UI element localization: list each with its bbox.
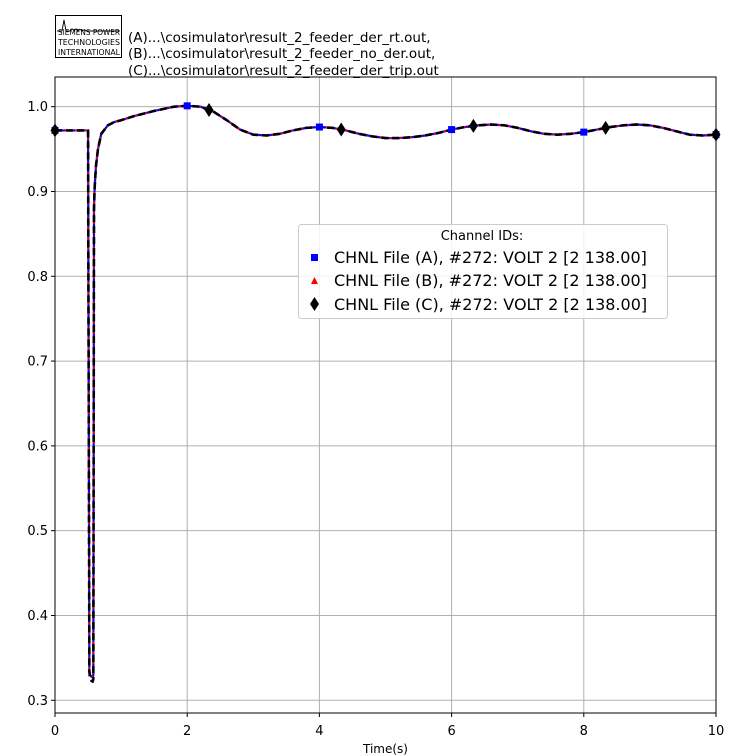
y-tick-label-7: 1.0 xyxy=(27,100,48,115)
legend-item-a: CHNL File (A), #272: VOLT 2 [2 138.00] xyxy=(311,248,647,267)
y-tick-label-5: 0.8 xyxy=(27,270,48,285)
logo-line-1: SIEMENS POWER xyxy=(58,28,121,37)
x-tick-label-2: 4 xyxy=(315,724,323,739)
file-label-b: (B)...\cosimulator\result_2_feeder_no_de… xyxy=(128,46,435,62)
legend-label-c: CHNL File (C), #272: VOLT 2 [2 138.00] xyxy=(334,295,647,314)
series-layer xyxy=(55,104,716,683)
y-axis: 0.3 0.4 0.5 0.6 0.7 0.8 0.9 1.0 xyxy=(27,100,55,709)
series-line-2 xyxy=(55,104,716,683)
y-tick-label-3: 0.6 xyxy=(27,439,48,454)
series-0-marker-3 xyxy=(448,126,456,134)
y-tick-label-1: 0.4 xyxy=(27,609,48,624)
siemens-logo: SIEMENS POWER TECHNOLOGIES INTERNATIONAL xyxy=(55,15,122,58)
x-tick-label-0: 0 xyxy=(51,724,59,739)
legend-label-a: CHNL File (A), #272: VOLT 2 [2 138.00] xyxy=(334,248,647,267)
y-tick-label-2: 0.5 xyxy=(27,524,48,539)
y-tick-label-0: 0.3 xyxy=(27,694,48,709)
grid xyxy=(54,77,717,713)
x-tick-label-4: 8 xyxy=(580,724,588,739)
legend-marker-square xyxy=(311,254,318,261)
series-2-marker-1 xyxy=(204,102,214,117)
legend-marker-diamond xyxy=(310,297,319,311)
logo-line-3: INTERNATIONAL xyxy=(58,48,121,57)
y-tick-label-6: 0.9 xyxy=(27,185,48,200)
plot-frame xyxy=(54,76,717,714)
legend-item-c: CHNL File (C), #272: VOLT 2 [2 138.00] xyxy=(310,295,647,314)
legend-box xyxy=(298,224,668,319)
y-tick-label-4: 0.7 xyxy=(27,355,48,370)
marker-layer xyxy=(50,102,721,142)
x-tick-label-1: 2 xyxy=(183,724,191,739)
legend-title: Channel IDs: xyxy=(441,229,524,244)
file-labels: (A)...\cosimulator\result_2_feeder_der_r… xyxy=(128,30,439,79)
series-0-marker-2 xyxy=(315,123,323,131)
logo-line-2: TECHNOLOGIES xyxy=(57,38,120,47)
x-tick-label-5: 10 xyxy=(708,724,725,739)
legend-label-b: CHNL File (B), #272: VOLT 2 [2 138.00] xyxy=(334,271,647,290)
file-label-a: (A)...\cosimulator\result_2_feeder_der_r… xyxy=(128,30,431,46)
legend-marker-triangle xyxy=(311,277,318,284)
x-axis-label: Time(s) xyxy=(362,742,408,756)
series-0-marker-4 xyxy=(580,128,588,136)
legend: Channel IDs: CHNL File (A), #272: VOLT 2… xyxy=(298,224,668,319)
series-0-marker-1 xyxy=(183,102,191,110)
x-tick-label-3: 6 xyxy=(447,724,455,739)
x-axis: 0 2 4 6 8 10 xyxy=(51,713,724,739)
series-2-marker-2 xyxy=(336,122,346,137)
legend-item-b: CHNL File (B), #272: VOLT 2 [2 138.00] xyxy=(311,271,647,290)
series-2-marker-3 xyxy=(468,118,478,133)
file-label-c: (C)...\cosimulator\result_2_feeder_der_t… xyxy=(128,63,439,79)
series-2-marker-4 xyxy=(601,120,611,135)
